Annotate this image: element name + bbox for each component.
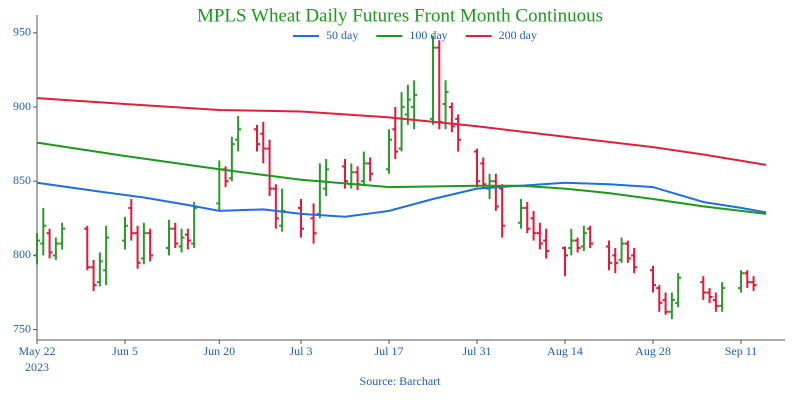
moving-average-line: [36, 97, 767, 166]
x-tick-label: Jul 31: [462, 344, 491, 358]
x-year-label: 2023: [25, 360, 49, 374]
legend-label: 50 day: [326, 28, 358, 42]
x-tick-label: Aug 28: [635, 344, 671, 358]
legend-label: 200 day: [499, 28, 537, 42]
moving-average-line: [36, 141, 767, 215]
x-tick-label: Jul 3: [289, 344, 312, 358]
moving-average-line: [36, 181, 767, 218]
x-tick-label: Sep 11: [725, 344, 758, 358]
x-tick-label: Aug 14: [547, 344, 583, 358]
y-tick-label: 850: [13, 173, 31, 187]
y-tick-label: 950: [13, 25, 31, 39]
y-tick-label: 900: [13, 99, 31, 113]
x-tick-label: Jun 5: [112, 344, 138, 358]
legend-label: 100 day: [409, 28, 447, 42]
x-tick-label: Jul 17: [374, 344, 403, 358]
source-note: Source: Barchart: [360, 374, 442, 388]
x-tick-label: May 22: [19, 344, 56, 358]
x-tick-label: Jun 20: [203, 344, 235, 358]
chart-title: MPLS Wheat Daily Futures Front Month Con…: [197, 5, 603, 26]
y-tick-label: 800: [13, 247, 31, 261]
y-tick-label: 750: [13, 321, 31, 335]
